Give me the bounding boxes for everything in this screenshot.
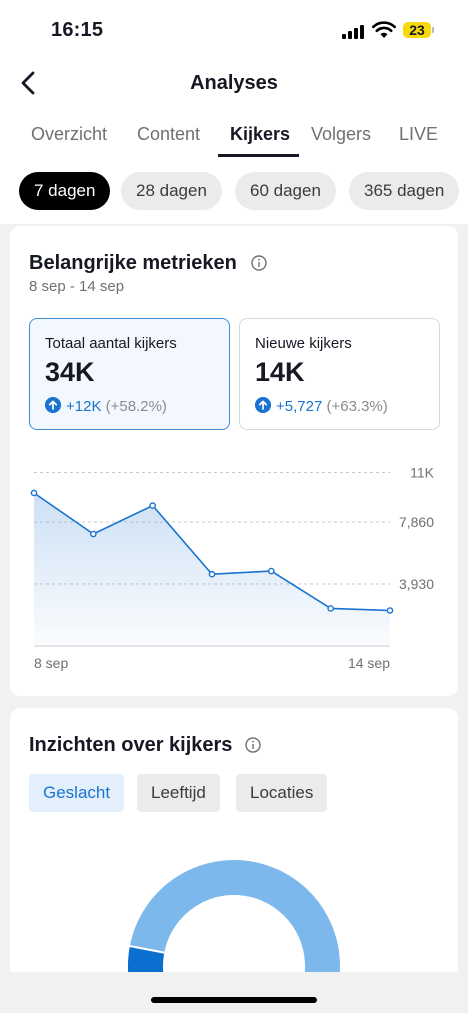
metric-value: 34K — [45, 357, 95, 387]
segment-age[interactable]: Leeftijd — [137, 774, 220, 812]
tab-fade — [432, 110, 468, 158]
active-tab-indicator — [218, 154, 299, 157]
data-point — [386, 607, 394, 614]
back-arrow-icon[interactable] — [14, 66, 44, 100]
tab-content[interactable]: Content — [137, 124, 201, 144]
viewer-insights-card: Inzichten over kijkers Geslacht Leeftijd… — [10, 708, 458, 972]
x-tick-label: 8 sep — [34, 655, 68, 671]
data-point — [268, 567, 275, 575]
range-365-days[interactable]: 365 dagen — [349, 172, 460, 210]
data-point — [90, 530, 97, 538]
tab-live[interactable]: LIVE — [399, 124, 439, 144]
y-tick-label: 11K — [410, 464, 435, 480]
home-indicator — [151, 997, 317, 1003]
delta-absolute: +5,727 — [276, 398, 323, 415]
range-60-days[interactable]: 60 dagen — [235, 172, 336, 210]
arrow-up-icon — [255, 397, 271, 413]
metric-delta: +5,727 (+63.3%) — [255, 397, 388, 415]
data-point — [30, 489, 38, 497]
cellular-signal-icon — [342, 25, 364, 39]
delta-absolute: +12K — [66, 398, 102, 415]
key-metrics-title: Belangrijke metrieken — [29, 252, 237, 274]
date-range-selector: 7 dagen 28 dagen 60 dagen 365 dagen — [0, 158, 468, 224]
data-point — [149, 502, 156, 509]
tab-kijkers[interactable]: Kijkers — [230, 124, 291, 144]
metric-new-viewers[interactable]: Nieuwe kijkers 14K +5,727 (+63.3%) — [239, 318, 440, 430]
y-tick-label: 3,930 — [399, 576, 434, 592]
viewers-line-chart: 11K 7,860 3,930 8 sep 14 sep — [30, 464, 435, 671]
segment-locations[interactable]: Locaties — [236, 774, 328, 812]
key-metrics-card: Belangrijke metrieken 8 sep - 14 sep Tot… — [10, 226, 458, 696]
metric-total-viewers[interactable]: Totaal aantal kijkers 34K +12K (+58.2%) — [29, 318, 230, 430]
status-time: 16:15 — [51, 19, 104, 41]
delta-percent: (+63.3%) — [326, 398, 388, 415]
info-icon[interactable] — [251, 255, 267, 271]
arrow-up-icon — [45, 397, 61, 413]
date-range-label: 8 sep - 14 sep — [29, 278, 125, 295]
data-point — [208, 570, 216, 578]
nav-bar: Analyses — [0, 56, 468, 110]
segment-gender[interactable]: Geslacht — [29, 774, 125, 812]
status-bar: 16:15 23 — [0, 0, 468, 56]
battery-tip — [432, 27, 434, 33]
wifi-icon — [372, 21, 396, 38]
x-tick-label: 14 sep — [348, 655, 390, 671]
metric-label: Nieuwe kijkers — [255, 335, 352, 352]
donut-segment — [126, 944, 167, 972]
range-7-days[interactable]: 7 dagen — [19, 172, 111, 210]
gender-donut-chart — [126, 858, 342, 972]
range-28-days[interactable]: 28 dagen — [121, 172, 222, 210]
info-icon[interactable] — [245, 737, 261, 753]
data-point — [327, 605, 334, 612]
metric-label: Totaal aantal kijkers — [45, 335, 177, 352]
donut-segment — [127, 858, 342, 972]
series-area — [34, 492, 390, 646]
tab-overzicht[interactable]: Overzicht — [31, 124, 108, 144]
battery-icon: 23 — [403, 22, 431, 38]
tab-bar: Overzicht Content Kijkers Volgers LIVE — [0, 110, 468, 159]
y-tick-label: 7,860 — [399, 514, 434, 530]
delta-percent: (+58.2%) — [105, 398, 167, 415]
metric-value: 14K — [255, 357, 305, 387]
insights-title: Inzichten over kijkers — [29, 734, 233, 756]
metric-delta: +12K (+58.2%) — [45, 397, 167, 415]
tab-volgers[interactable]: Volgers — [311, 124, 372, 144]
page-title: Analyses — [190, 72, 278, 94]
